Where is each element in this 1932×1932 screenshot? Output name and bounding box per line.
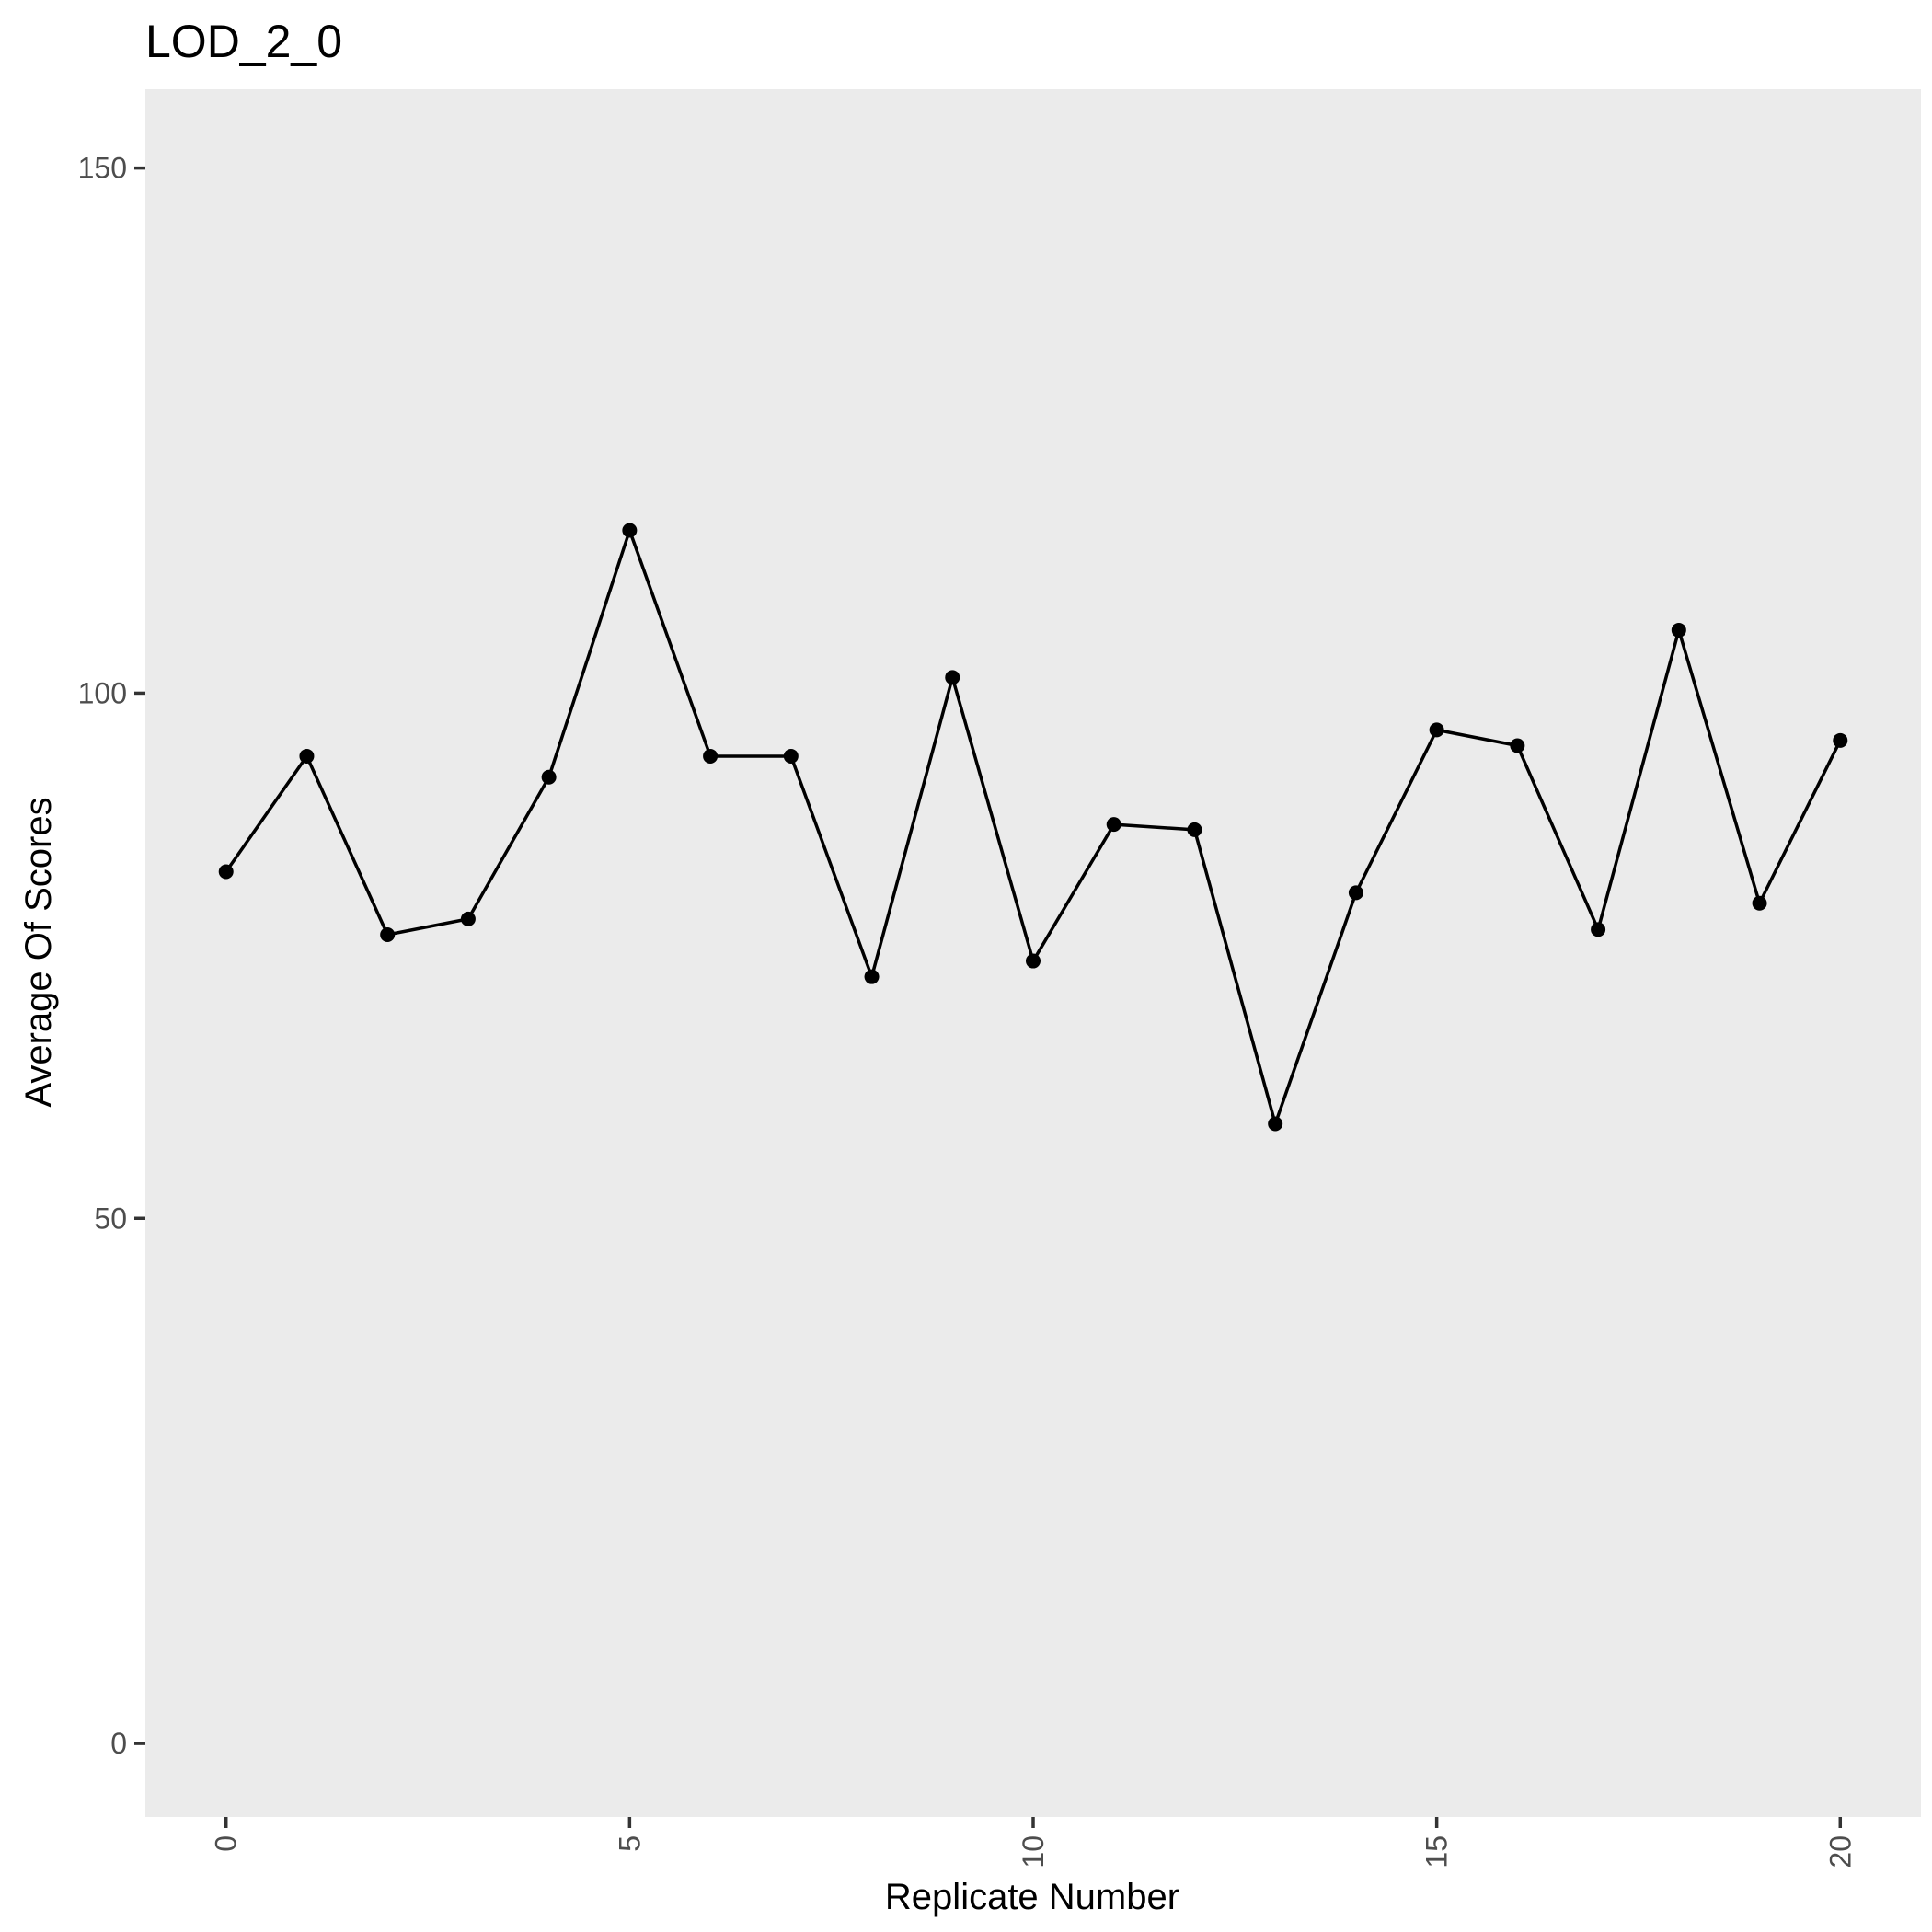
data-point bbox=[1671, 622, 1686, 638]
x-axis: 0 5 10 15 20 bbox=[210, 1817, 1857, 1869]
x-tick-label: 5 bbox=[613, 1835, 646, 1852]
plot-panel bbox=[145, 89, 1921, 1817]
y-tick-label: 100 bbox=[78, 676, 127, 709]
data-point bbox=[1510, 738, 1525, 753]
chart-title: LOD_2_0 bbox=[145, 16, 342, 67]
data-point bbox=[864, 969, 880, 984]
y-tick-label: 0 bbox=[110, 1727, 127, 1760]
x-tick-label: 10 bbox=[1017, 1835, 1050, 1869]
x-tick-label: 0 bbox=[210, 1835, 243, 1852]
data-point bbox=[1187, 822, 1202, 837]
data-point bbox=[622, 523, 638, 538]
x-axis-label: Replicate Number bbox=[885, 1877, 1179, 1917]
data-point bbox=[1106, 817, 1121, 833]
x-tick-label: 15 bbox=[1420, 1835, 1454, 1869]
data-point bbox=[1591, 922, 1606, 937]
data-point bbox=[1752, 895, 1767, 911]
data-point bbox=[703, 748, 719, 764]
x-tick-label: 20 bbox=[1823, 1835, 1857, 1869]
data-point bbox=[1268, 1116, 1283, 1132]
data-point bbox=[218, 864, 234, 880]
data-point bbox=[1026, 953, 1041, 969]
series-layer bbox=[218, 523, 1848, 1132]
data-point bbox=[380, 927, 396, 943]
data-point bbox=[1833, 732, 1848, 748]
y-axis: 0 50 100 150 bbox=[78, 152, 145, 1760]
data-point bbox=[1429, 722, 1444, 738]
data-point bbox=[1348, 885, 1363, 901]
y-axis-label: Average Of Scores bbox=[18, 797, 59, 1107]
y-tick-label: 50 bbox=[94, 1202, 127, 1235]
data-point bbox=[945, 670, 960, 685]
data-point bbox=[783, 748, 799, 764]
y-tick-label: 150 bbox=[78, 152, 127, 185]
data-point bbox=[541, 769, 557, 785]
data-point bbox=[460, 911, 476, 926]
data-point bbox=[299, 748, 315, 764]
